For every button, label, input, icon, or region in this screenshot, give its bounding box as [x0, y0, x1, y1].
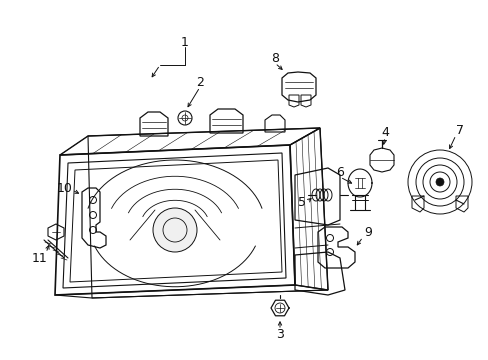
Text: 6: 6: [335, 166, 343, 179]
Text: 2: 2: [196, 76, 203, 89]
Text: 7: 7: [455, 123, 463, 136]
Circle shape: [153, 208, 197, 252]
Text: 5: 5: [297, 195, 305, 208]
Text: 1: 1: [181, 36, 188, 49]
Circle shape: [435, 178, 443, 186]
Text: 4: 4: [380, 126, 388, 139]
Text: 11: 11: [32, 252, 48, 265]
Text: 8: 8: [270, 51, 279, 64]
Text: 10: 10: [57, 181, 73, 194]
Text: 3: 3: [276, 328, 284, 342]
Text: 9: 9: [364, 225, 371, 239]
